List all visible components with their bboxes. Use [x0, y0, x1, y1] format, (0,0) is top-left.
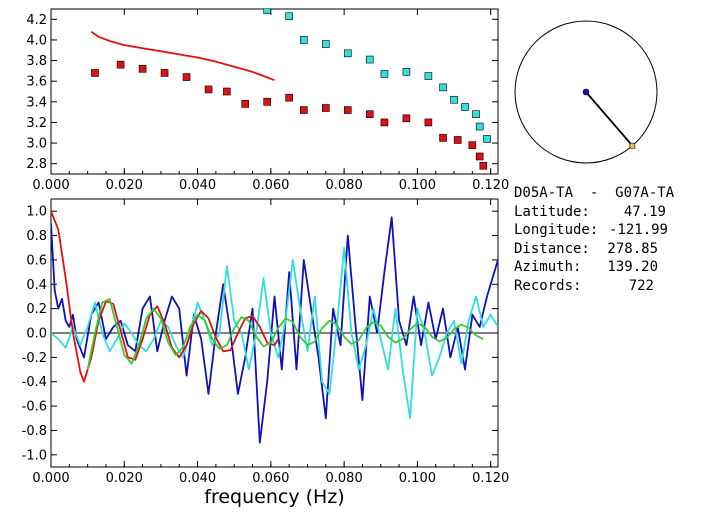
red-point [300, 106, 308, 114]
cyan-point [439, 83, 447, 92]
cyan-point [285, 12, 293, 21]
cyan-point [424, 72, 433, 80]
x-tick-label: 0.060 [252, 471, 289, 486]
y-tick-label: 3.2 [26, 116, 47, 131]
cyan-point [461, 103, 469, 111]
red-point [116, 60, 125, 69]
station-pair: D05A-TA - G07A-TA [514, 185, 675, 201]
x-tick-label: 0.080 [326, 471, 363, 486]
x-tick-label: 0.020 [106, 471, 143, 486]
info-latitude: Latitude: 47.19 [514, 203, 666, 220]
cyan-point [402, 68, 411, 76]
red-point [475, 152, 484, 161]
plot-area [51, 210, 498, 444]
x-tick-label: 0.120 [472, 178, 509, 193]
y-tick-label: 4.0 [26, 33, 47, 48]
cyan-point [483, 135, 491, 143]
velocity-chart: 0.000 0.020 0.040 0.060 0.080 0.100 0.120 2.8 3.… [26, 8, 509, 193]
red-series-line [90, 30, 275, 82]
x-tick-label: 0.080 [326, 178, 363, 193]
y-tick-label: -1.0 [22, 448, 47, 463]
y-tick-label: 0.6 [26, 253, 47, 268]
y-tick-label: 3.4 [26, 95, 47, 110]
red-point [285, 93, 293, 102]
dial-center-dot [582, 88, 590, 96]
red-point [138, 65, 147, 73]
cyan-point [472, 110, 480, 118]
y-tick-label: -0.6 [22, 400, 47, 415]
red-point [479, 161, 488, 170]
y-tick-label: 2.8 [26, 157, 47, 172]
red-point [424, 118, 433, 127]
x-tick-label: 0.100 [399, 471, 436, 486]
red-point [453, 136, 462, 144]
red-point [223, 87, 231, 96]
y-tick-label: -0.8 [22, 424, 47, 439]
cyan-point [263, 9, 271, 14]
dial-end-marker [629, 142, 636, 149]
red-point [241, 100, 249, 108]
y-tick-label: 4.2 [26, 13, 47, 28]
x-tick-label: 0.100 [399, 178, 436, 193]
cyan-point [321, 40, 330, 48]
red-point [439, 134, 447, 142]
cyan-point [365, 55, 374, 64]
y-tick-label: -0.4 [22, 375, 47, 390]
red-point [182, 73, 191, 81]
info-azimuth: Azimuth: 139.20 [514, 259, 658, 275]
y-tick-label: 0.4 [26, 278, 47, 293]
red-point [380, 118, 389, 127]
x-tick-label: 0.120 [472, 471, 509, 486]
y-tick-label: 3.8 [26, 54, 47, 69]
plot-frame [50, 8, 499, 175]
y-tick-label: 0.2 [26, 302, 47, 317]
info-records: Records: 722 [514, 277, 654, 294]
blue-series-line [51, 216, 498, 444]
x-tick-label: 0.000 [32, 471, 69, 486]
y-tick-label: 1.0 [26, 205, 47, 220]
red-point [402, 114, 411, 123]
x-tick-label: 0.000 [32, 178, 69, 193]
green-series-line [86, 297, 484, 370]
red-point [91, 69, 99, 77]
y-tick-label: 0.8 [26, 229, 47, 244]
red-series-line [51, 210, 279, 383]
azimuth-dial [514, 20, 658, 164]
cyan-point [300, 36, 308, 44]
red-point [263, 98, 271, 106]
x-tick-label: 0.040 [179, 178, 216, 193]
plot-area [90, 9, 491, 170]
dial-circle [514, 20, 658, 164]
y-tick-label: -0.2 [22, 351, 47, 366]
x-tick-label: 0.060 [252, 178, 289, 193]
azimuth-needle [585, 91, 634, 147]
y-tick-label: 0.0 [26, 327, 47, 342]
cyan-point [380, 70, 389, 78]
cyan-point [450, 95, 458, 104]
red-point [365, 110, 374, 118]
x-tick-label: 0.020 [106, 178, 143, 193]
y-tick-label: 3.0 [26, 137, 47, 152]
red-point [321, 104, 330, 112]
x-axis-label: frequency (Hz) [204, 486, 344, 508]
red-point [204, 85, 213, 94]
coherency-chart: 0.000 0.020 0.040 0.060 0.080 0.100 0.120 1.0 0.… [22, 198, 509, 508]
red-point [343, 106, 352, 114]
station-info: D05A-TA - G07A-TA Latitude: 47.19 Longitu… [514, 184, 674, 295]
info-longitude: Longitude: -121.99 [514, 222, 668, 238]
red-point [160, 69, 169, 77]
y-tick-label: 3.6 [26, 75, 47, 90]
red-point [468, 141, 477, 149]
cyan-point [475, 122, 484, 131]
info-distance: Distance: 278.85 [514, 240, 658, 257]
x-tick-label: 0.040 [179, 471, 216, 486]
cyan-point [343, 49, 352, 58]
